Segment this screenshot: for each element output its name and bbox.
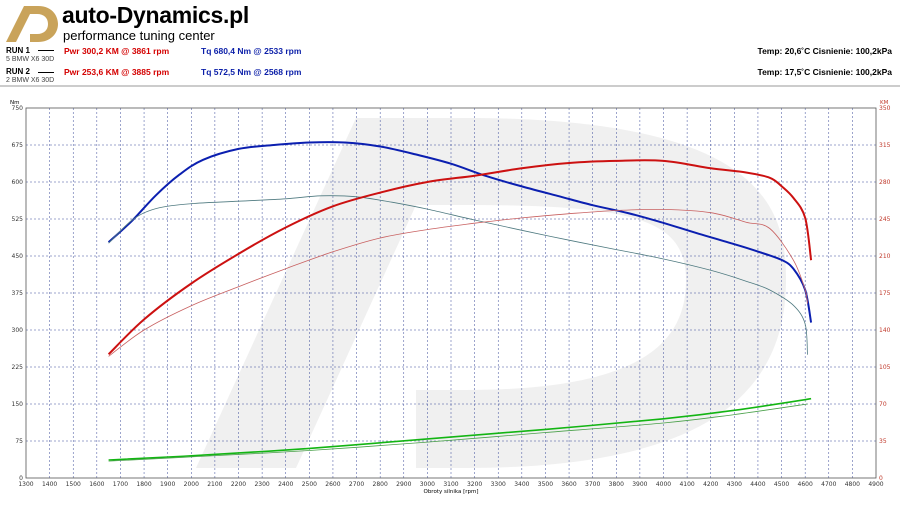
run2-conditions: Temp: 17,5˚C Cisnienie: 100,2kPa bbox=[757, 67, 892, 77]
y-right-tick-label: 70 bbox=[879, 401, 887, 408]
chart-series bbox=[107, 141, 813, 462]
y-right-tick-label: 245 bbox=[879, 216, 891, 223]
y-left-tick-label: 375 bbox=[12, 290, 24, 297]
x-tick-label: 4900 bbox=[868, 481, 883, 488]
y-right-tick-label: 0 bbox=[879, 475, 883, 482]
y-left-tick-label: 75 bbox=[15, 438, 23, 445]
x-tick-label: 1900 bbox=[160, 481, 175, 488]
watermark-shape bbox=[196, 118, 786, 468]
x-tick-label: 3600 bbox=[561, 481, 576, 488]
run1-car: 5 BMW X6 30D bbox=[6, 56, 55, 63]
y-left-tick-label: 0 bbox=[19, 475, 23, 482]
y-right-tick-label: 35 bbox=[879, 438, 887, 445]
x-tick-label: 3500 bbox=[538, 481, 553, 488]
watermark-logo bbox=[196, 118, 786, 468]
x-tick-label: 3800 bbox=[609, 481, 624, 488]
x-tick-label: 3700 bbox=[585, 481, 600, 488]
x-tick-label: 4000 bbox=[656, 481, 671, 488]
y-left-tick-label: 150 bbox=[12, 401, 24, 408]
y-right-tick-label: 280 bbox=[879, 179, 891, 186]
y-right-tick-label: 175 bbox=[879, 290, 891, 297]
run2-label: RUN 2 2 BMW X6 30D bbox=[6, 67, 55, 84]
x-tick-label: 4700 bbox=[821, 481, 836, 488]
y-axis-right-label: KM bbox=[880, 100, 889, 106]
brand-name: auto-Dynamics.pl bbox=[62, 2, 249, 28]
y-left-tick-label: 675 bbox=[12, 142, 24, 149]
series-loss1-line bbox=[108, 397, 812, 461]
series-loss2-line bbox=[108, 403, 808, 462]
brand-tagline: performance tuning center bbox=[63, 28, 215, 43]
x-tick-label: 3400 bbox=[514, 481, 529, 488]
run1-power: Pwr 300,2 KM @ 3861 rpm bbox=[64, 46, 170, 56]
run1-conditions: Temp: 20,6˚C Cisnienie: 100,2kPa bbox=[757, 46, 892, 56]
run1-label: RUN 1 5 BMW X6 30D bbox=[6, 46, 55, 63]
x-tick-label: 2700 bbox=[349, 481, 364, 488]
x-tick-label: 4200 bbox=[703, 481, 718, 488]
x-tick-label: 4800 bbox=[845, 481, 860, 488]
x-tick-label: 4300 bbox=[727, 481, 742, 488]
x-tick-label: 1800 bbox=[136, 481, 151, 488]
plot-frame bbox=[25, 107, 877, 479]
y-right-tick-label: 210 bbox=[879, 253, 891, 260]
chart-grid bbox=[26, 108, 876, 478]
x-tick-label: 2400 bbox=[278, 481, 293, 488]
x-tick-label: 2000 bbox=[184, 481, 199, 488]
run2-legend-line bbox=[38, 72, 54, 73]
x-tick-label: 3300 bbox=[491, 481, 506, 488]
x-tick-label: 1700 bbox=[113, 481, 128, 488]
y-left-tick-label: 600 bbox=[12, 179, 24, 186]
series-pwr2-line bbox=[108, 208, 808, 357]
y-right-tick-label: 140 bbox=[879, 327, 891, 334]
y-axis-left-label: Nm bbox=[10, 100, 19, 106]
run2-torque: Tq 572,5 Nm @ 2568 rpm bbox=[201, 67, 302, 77]
chart-axes: 1300 1400 1500 1600 1700 1800 1900 2000 2100 2200… bbox=[12, 105, 891, 488]
x-tick-label: 2800 bbox=[373, 481, 388, 488]
run2-car: 2 BMW X6 30D bbox=[6, 77, 55, 84]
x-tick-label: 3900 bbox=[632, 481, 647, 488]
x-tick-label: 2900 bbox=[396, 481, 411, 488]
x-tick-label: 4100 bbox=[679, 481, 694, 488]
y-right-tick-label: 350 bbox=[879, 105, 891, 112]
x-tick-label: 4400 bbox=[750, 481, 765, 488]
series-tq2-line bbox=[108, 195, 808, 355]
x-tick-label: 2500 bbox=[302, 481, 317, 488]
auto-dynamics-logo bbox=[6, 4, 58, 44]
y-right-tick-label: 315 bbox=[879, 142, 891, 149]
x-tick-label: 4600 bbox=[798, 481, 813, 488]
x-tick-label: 1500 bbox=[66, 481, 81, 488]
x-tick-label: 4500 bbox=[774, 481, 789, 488]
series-pwr1-line bbox=[107, 159, 813, 356]
run2-power: Pwr 253,6 KM @ 3885 rpm bbox=[64, 67, 170, 77]
x-axis-label: Obroty silnika [rpm] bbox=[423, 489, 478, 495]
x-tick-label: 3000 bbox=[420, 481, 435, 488]
x-tick-label: 3200 bbox=[467, 481, 482, 488]
x-tick-label: 1400 bbox=[42, 481, 57, 488]
y-left-tick-label: 225 bbox=[12, 364, 24, 371]
y-left-tick-label: 300 bbox=[12, 327, 24, 334]
y-left-tick-label: 750 bbox=[12, 105, 24, 112]
x-tick-label: 2600 bbox=[325, 481, 340, 488]
run1-torque: Tq 680,4 Nm @ 2533 rpm bbox=[201, 46, 302, 56]
x-tick-label: 1300 bbox=[18, 481, 33, 488]
x-tick-label: 3100 bbox=[443, 481, 458, 488]
y-left-tick-label: 450 bbox=[12, 253, 24, 260]
x-tick-label: 2100 bbox=[207, 481, 222, 488]
x-tick-label: 2300 bbox=[254, 481, 269, 488]
y-right-tick-label: 105 bbox=[879, 364, 891, 371]
series-tq1-line bbox=[107, 141, 813, 323]
y-left-tick-label: 525 bbox=[12, 216, 24, 223]
x-tick-label: 1600 bbox=[89, 481, 104, 488]
run1-legend-line bbox=[38, 50, 54, 51]
x-tick-label: 2200 bbox=[231, 481, 246, 488]
